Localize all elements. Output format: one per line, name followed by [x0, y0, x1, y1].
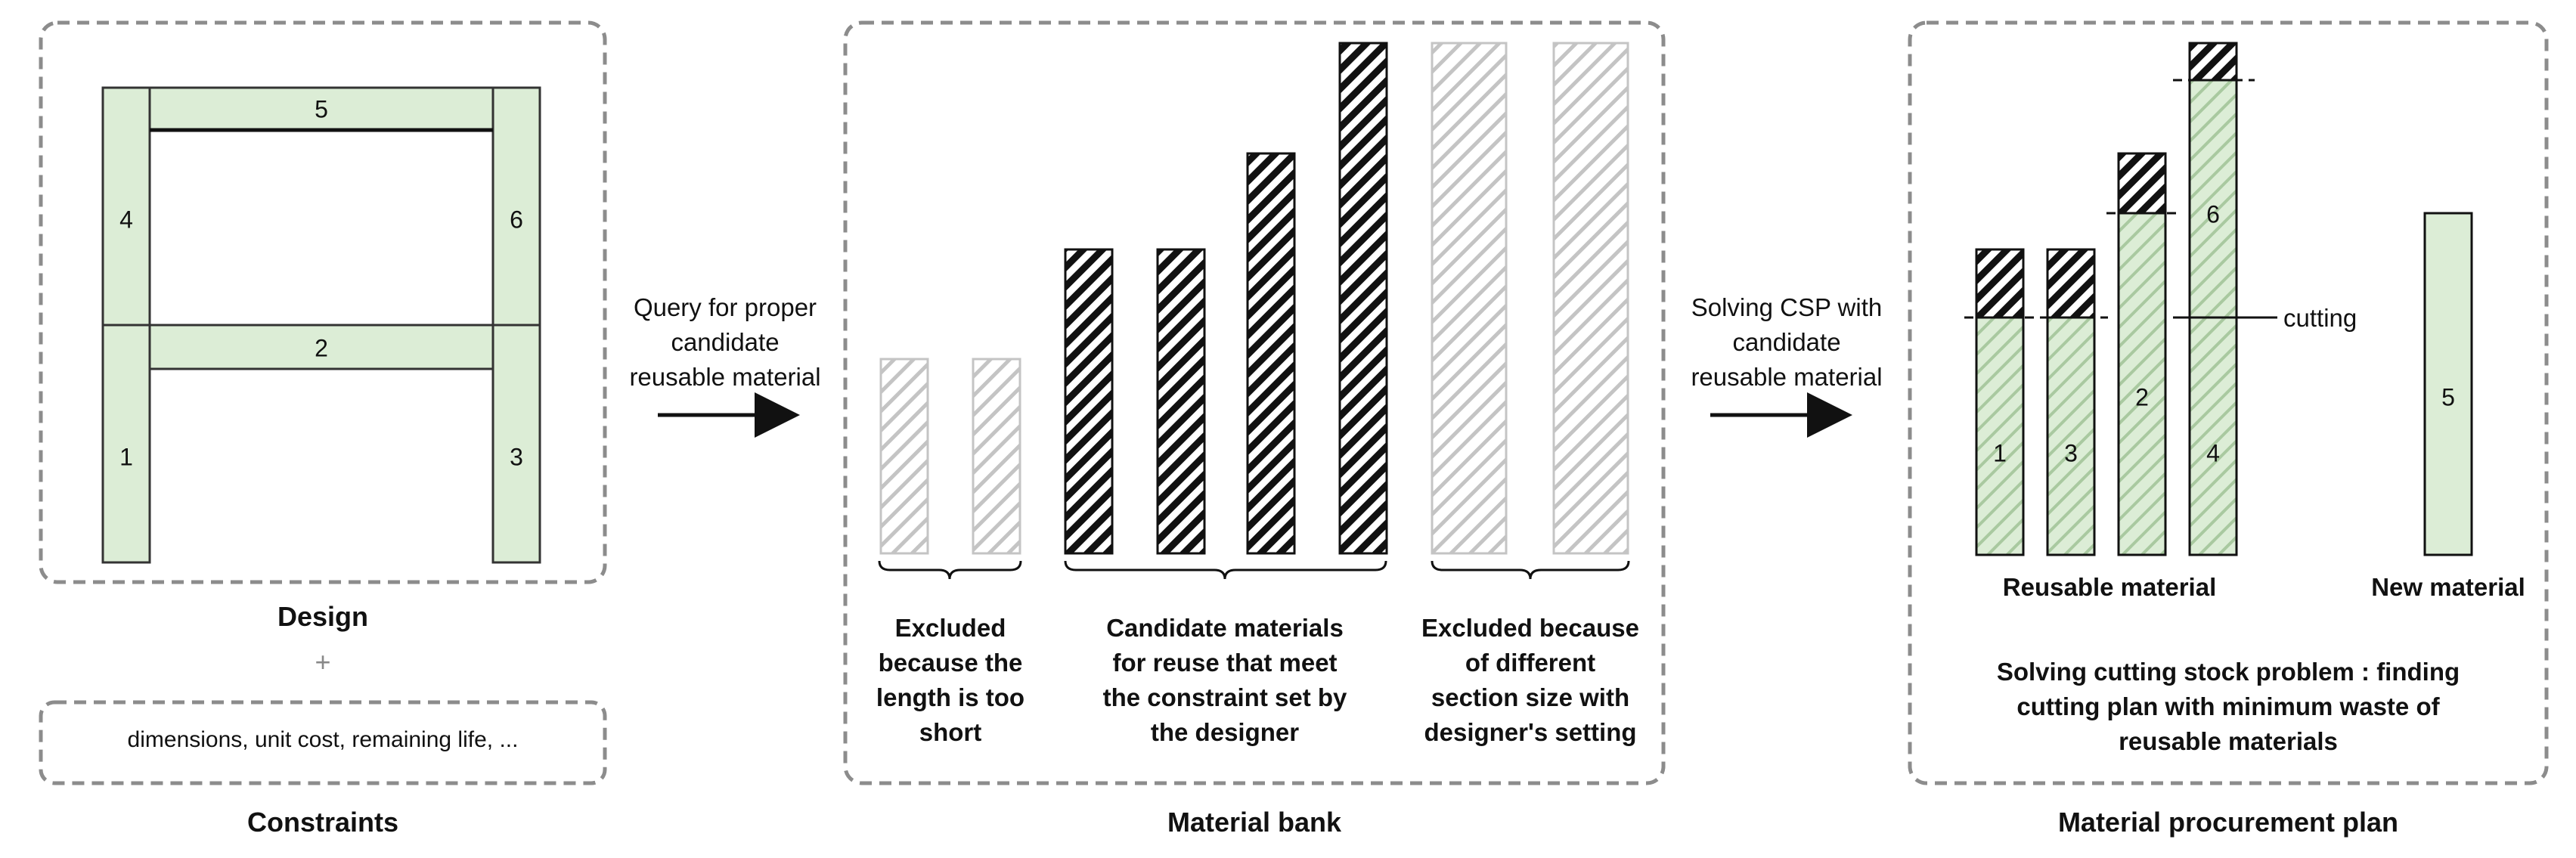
cutting-label: cutting [2283, 304, 2357, 332]
reusable-bar-46-waste [2188, 42, 2238, 82]
bar-label-4: 4 [2206, 439, 2220, 467]
bank-excluded-short-bars [879, 358, 1021, 555]
caption-candidate-line-3: the constraint set by [1102, 683, 1347, 711]
member-label-1: 1 [119, 443, 133, 471]
reusable-material-label: Reusable material [2002, 573, 2217, 601]
bank-excluded-section-bars [1431, 42, 1629, 555]
member-label-2: 2 [315, 334, 328, 362]
member-1 [101, 324, 151, 564]
bank-bar-candidate-1 [1064, 248, 1114, 555]
arrow-solve-line-1: Solving CSP with [1691, 293, 1883, 321]
caption-excluded-short-line-1: Excluded [894, 614, 1006, 642]
procurement-description-line-3: reusable materials [2119, 727, 2338, 755]
arrow-solve-line-3: reusable material [1691, 363, 1883, 391]
arrow-query-line-3: reusable material [629, 363, 821, 391]
arrow-query-label: Query for proper candidate reusable mate… [605, 290, 845, 395]
bank-braces [878, 560, 1630, 580]
brace-excluded-short [878, 560, 1022, 580]
reusable-bar-1-waste [1975, 248, 2025, 319]
member-label-4: 4 [119, 206, 133, 234]
bar-label-6: 6 [2206, 200, 2220, 228]
bar-label-3: 3 [2064, 439, 2078, 467]
caption-excluded-section: Excluded because of different section si… [1397, 611, 1663, 750]
frame-structure [101, 86, 541, 564]
bank-bar-section-1 [1431, 42, 1508, 555]
arrow-solve-label: Solving CSP with candidate reusable mate… [1663, 290, 1910, 395]
design-panel-border [39, 20, 607, 584]
member-3 [491, 324, 541, 564]
caption-candidate: Candidate materials for reuse that meet … [1075, 611, 1375, 750]
arrow-query-line-2: candidate [671, 328, 780, 356]
bank-bar-section-2 [1552, 42, 1629, 555]
bank-bar-short-1 [879, 358, 929, 555]
caption-candidate-line-2: for reuse that meet [1112, 649, 1338, 677]
bar-label-1: 1 [1993, 439, 2007, 467]
new-material-label: New material [2371, 573, 2525, 601]
procurement-description-line-1: Solving cutting stock problem : finding [1996, 658, 2460, 686]
reusable-bar-1-green [1975, 316, 2025, 556]
caption-excluded-section-line-4: designer's setting [1424, 718, 1637, 746]
member-label-6: 6 [510, 206, 523, 234]
brace-candidate [1064, 560, 1387, 580]
design-title: Design [277, 601, 369, 632]
caption-excluded-section-line-1: Excluded because [1421, 614, 1639, 642]
constraints-title: Constraints [246, 807, 399, 838]
bar-label-2: 2 [2135, 383, 2149, 411]
procurement-title: Material procurement plan [2057, 807, 2399, 838]
brace-excluded-section [1431, 560, 1630, 580]
constraints-text: dimensions, unit cost, remaining life, .… [127, 727, 519, 752]
member-2 [148, 324, 494, 370]
procurement-panel-border [1908, 20, 2549, 785]
caption-excluded-short-line-3: length is too [876, 683, 1025, 711]
caption-candidate-line-4: the designer [1150, 718, 1300, 746]
caption-candidate-line-1: Candidate materials [1106, 614, 1344, 642]
caption-excluded-short: Excluded because the length is too short [851, 611, 1049, 750]
arrow-query-line-1: Query for proper [633, 293, 817, 321]
procurement-description-line-2: cutting plan with minimum waste of [2016, 692, 2440, 720]
reusable-bar-2-waste [2117, 152, 2167, 215]
caption-excluded-section-line-3: section size with [1431, 683, 1630, 711]
caption-excluded-short-line-4: short [919, 718, 982, 746]
reusable-bar-6-green [2188, 79, 2238, 319]
reusable-bars [1975, 42, 2238, 556]
arrow-solve-line-2: candidate [1732, 328, 1841, 356]
member-label-5: 5 [315, 95, 328, 123]
plus-sign: + [315, 646, 331, 677]
member-label-3: 3 [510, 443, 523, 471]
bank-bar-short-2 [972, 358, 1021, 555]
material-bank-border [843, 20, 1666, 785]
reusable-bar-3-waste [2046, 248, 2096, 319]
bank-bar-candidate-4 [1338, 42, 1388, 555]
member-4 [101, 86, 151, 327]
caption-excluded-section-line-2: of different [1465, 649, 1596, 677]
caption-excluded-short-line-2: because the [878, 649, 1023, 677]
cut-lines [1964, 79, 2277, 319]
bar-label-5: 5 [2441, 383, 2455, 411]
reusable-bar-3-green [2046, 316, 2096, 556]
procurement-description: Solving cutting stock problem : finding … [1910, 655, 2547, 759]
material-bank-title: Material bank [1167, 807, 1342, 838]
member-5 [148, 86, 494, 132]
bank-bar-candidate-2 [1156, 248, 1206, 555]
bank-candidate-bars [1064, 42, 1388, 555]
bank-bar-candidate-3 [1246, 152, 1296, 555]
reusable-bar-4-green [2188, 316, 2238, 556]
new-material-bar-5 [2423, 212, 2473, 556]
